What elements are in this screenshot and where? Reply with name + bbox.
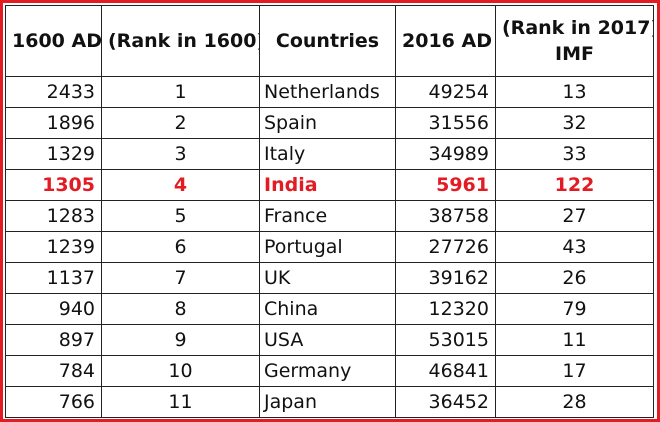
cell-1600-ad: 897 (5, 324, 102, 356)
cell-country: France (259, 200, 396, 232)
cell-rank-2017: 79 (495, 293, 654, 325)
cell-1600-ad: 1283 (5, 200, 102, 232)
header-rank-2017-line2: IMF (555, 43, 594, 65)
cell-country: Netherlands (259, 76, 396, 108)
cell-country: India (259, 169, 396, 201)
cell-rank-2017: 11 (495, 324, 654, 356)
cell-rank-1600: 1 (101, 76, 260, 108)
table-header-row: 1600 AD (Rank in 1600) Countries 2016 AD… (5, 5, 654, 77)
table-row: 1283 5 France 38758 27 (5, 200, 654, 232)
cell-rank-2017: 17 (495, 355, 654, 387)
table-row: 1329 3 Italy 34989 33 (5, 138, 654, 170)
cell-1600-ad: 766 (5, 386, 102, 418)
header-2016-ad: 2016 AD (395, 5, 496, 77)
cell-1600-ad: 1137 (5, 262, 102, 294)
cell-country: USA (259, 324, 396, 356)
cell-rank-2017: 43 (495, 231, 654, 263)
table-row: 766 11 Japan 36452 28 (5, 386, 654, 418)
table-row: 1137 7 UK 39162 26 (5, 262, 654, 294)
table-row: 897 9 USA 53015 11 (5, 324, 654, 356)
cell-country: China (259, 293, 396, 325)
cell-2016-ad: 12320 (395, 293, 496, 325)
cell-1600-ad: 940 (5, 293, 102, 325)
cell-rank-1600: 3 (101, 138, 260, 170)
table-row: 940 8 China 12320 79 (5, 293, 654, 325)
cell-2016-ad: 36452 (395, 386, 496, 418)
table-body: 2433 1 Netherlands 49254 13 1896 2 Spain 31556 32… (5, 76, 654, 418)
header-rank-2017-imf: (Rank in 2017) IMF (495, 5, 654, 77)
cell-1600-ad: 1329 (5, 138, 102, 170)
cell-rank-2017: 33 (495, 138, 654, 170)
cell-rank-2017: 122 (495, 169, 654, 201)
cell-rank-2017: 32 (495, 107, 654, 139)
cell-rank-1600: 9 (101, 324, 260, 356)
header-rank-1600: (Rank in 1600) (101, 5, 260, 77)
cell-rank-2017: 27 (495, 200, 654, 232)
cell-2016-ad: 5961 (395, 169, 496, 201)
cell-rank-1600: 6 (101, 231, 260, 263)
cell-rank-1600: 10 (101, 355, 260, 387)
cell-2016-ad: 31556 (395, 107, 496, 139)
cell-country: UK (259, 262, 396, 294)
cell-rank-1600: 4 (101, 169, 260, 201)
cell-rank-1600: 5 (101, 200, 260, 232)
cell-country: Germany (259, 355, 396, 387)
cell-1600-ad: 1305 (5, 169, 102, 201)
gdp-comparison-table: 1600 AD (Rank in 1600) Countries 2016 AD… (5, 5, 654, 418)
cell-2016-ad: 46841 (395, 355, 496, 387)
cell-rank-2017: 26 (495, 262, 654, 294)
header-rank-2017-line1: (Rank in 2017) (502, 17, 654, 39)
cell-rank-1600: 8 (101, 293, 260, 325)
cell-rank-2017: 28 (495, 386, 654, 418)
cell-country: Japan (259, 386, 396, 418)
cell-2016-ad: 49254 (395, 76, 496, 108)
table-row: 1239 6 Portugal 27726 43 (5, 231, 654, 263)
table-row: 1896 2 Spain 31556 32 (5, 107, 654, 139)
cell-1600-ad: 784 (5, 355, 102, 387)
header-countries: Countries (259, 5, 396, 77)
cell-2016-ad: 38758 (395, 200, 496, 232)
cell-rank-1600: 11 (101, 386, 260, 418)
cell-1600-ad: 2433 (5, 76, 102, 108)
cell-2016-ad: 27726 (395, 231, 496, 263)
cell-country: Spain (259, 107, 396, 139)
table-row: 784 10 Germany 46841 17 (5, 355, 654, 387)
cell-1600-ad: 1896 (5, 107, 102, 139)
cell-rank-1600: 2 (101, 107, 260, 139)
table-row: 2433 1 Netherlands 49254 13 (5, 76, 654, 108)
header-1600-ad: 1600 AD (5, 5, 102, 77)
cell-country: Italy (259, 138, 396, 170)
cell-rank-2017: 13 (495, 76, 654, 108)
cell-1600-ad: 1239 (5, 231, 102, 263)
cell-rank-1600: 7 (101, 262, 260, 294)
cell-country: Portugal (259, 231, 396, 263)
table-row-highlighted: 1305 4 India 5961 122 (5, 169, 654, 201)
cell-2016-ad: 39162 (395, 262, 496, 294)
cell-2016-ad: 53015 (395, 324, 496, 356)
cell-2016-ad: 34989 (395, 138, 496, 170)
